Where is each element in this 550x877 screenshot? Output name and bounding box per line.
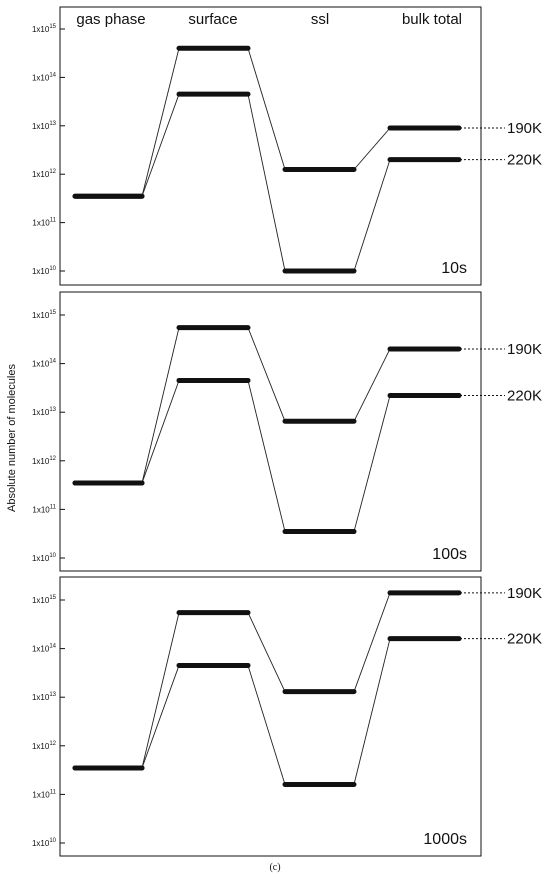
plot-frame <box>59 576 482 857</box>
connector-line <box>247 380 286 532</box>
connector-line <box>141 612 180 769</box>
connector-line <box>247 48 286 170</box>
series-label: 220K <box>507 152 542 169</box>
series-label: 220K <box>507 631 542 648</box>
connector-line <box>141 94 180 197</box>
connector-line <box>353 348 391 422</box>
connector-line <box>141 48 180 197</box>
connector-line <box>141 665 180 769</box>
panel-10s: 1x1010 1x1011 1x1012 1x1013 1x1014 1x1015 gas … <box>32 6 542 286</box>
y-tick-label: 1x1012 <box>32 169 57 179</box>
category-label: surface <box>188 11 237 28</box>
y-tick-label: 1x1014 <box>32 359 57 369</box>
y-tick-label: 1x1012 <box>32 741 57 751</box>
time-label: 10s <box>441 260 467 277</box>
connector-line <box>247 665 286 785</box>
series-label: 220K <box>507 388 542 405</box>
panel-100s: 1x1010 1x1011 1x1012 1x1013 1x1014 1x1015 190K… <box>32 291 542 572</box>
y-tick-label: 1x1013 <box>32 692 57 702</box>
y-tick-label: 1x1013 <box>32 121 57 131</box>
plot-frame <box>59 291 482 572</box>
time-label: 100s <box>432 546 467 563</box>
y-axis-label: Absolute number of molecules <box>6 364 18 512</box>
connector-line <box>247 327 286 422</box>
panel-1000s: 1x1010 1x1011 1x1012 1x1013 1x1014 1x1015 190K… <box>32 576 542 857</box>
y-tick-label: 1x1011 <box>32 789 56 799</box>
plot-frame <box>59 6 482 286</box>
figure-caption: (c) <box>269 862 280 873</box>
category-label: ssl <box>311 11 329 28</box>
series-label: 190K <box>507 585 542 602</box>
connector-line <box>353 592 391 692</box>
connector-line <box>247 612 286 692</box>
y-tick-label: 1x1010 <box>32 266 57 276</box>
connector-line <box>141 380 180 484</box>
connector-line <box>247 94 286 272</box>
y-tick-label: 1x1011 <box>32 218 56 228</box>
connector-line <box>353 638 391 785</box>
y-tick-label: 1x1015 <box>32 310 57 320</box>
connector-line <box>353 395 391 532</box>
series-label: 190K <box>507 120 542 137</box>
time-label: 1000s <box>423 831 467 848</box>
connector-line <box>353 159 391 272</box>
category-label: bulk total <box>402 11 462 28</box>
category-label: gas phase <box>76 11 145 28</box>
y-tick-label: 1x1014 <box>32 72 57 82</box>
y-tick-label: 1x1014 <box>32 644 57 654</box>
y-tick-label: 1x1015 <box>32 595 57 605</box>
y-tick-label: 1x1010 <box>32 838 57 848</box>
y-tick-label: 1x1012 <box>32 456 57 466</box>
y-tick-label: 1x1011 <box>32 504 56 514</box>
series-label: 190K <box>507 341 542 358</box>
y-tick-label: 1x1010 <box>32 553 57 563</box>
y-tick-label: 1x1015 <box>32 24 57 34</box>
y-tick-label: 1x1013 <box>32 407 57 417</box>
connector-line <box>141 327 180 484</box>
connector-line <box>353 127 391 170</box>
